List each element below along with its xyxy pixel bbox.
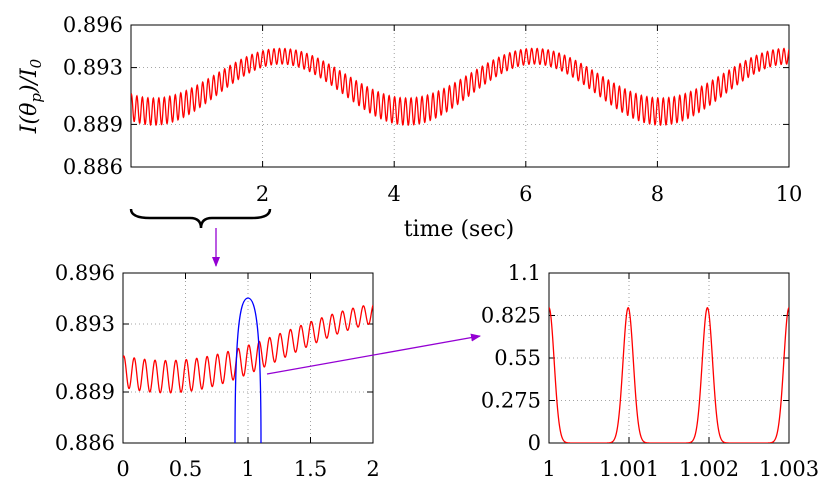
- x-tick-label: 6: [519, 182, 532, 206]
- y-tick-label: 0.886: [55, 431, 115, 455]
- x-tick-label: 0: [116, 457, 129, 481]
- bottom-right-panel: 1 1.001 1.002 1.003 0 0.275 0.55 0.825 1.1: [481, 261, 819, 481]
- x-tick-label: 1: [542, 457, 555, 481]
- x-tick-label: 1.001: [599, 457, 659, 481]
- y-tick-label: 0: [528, 431, 541, 455]
- y-tick-label: 0.889: [55, 380, 115, 404]
- x-tick-label: 4: [388, 182, 401, 206]
- highlight-ellipse: [234, 297, 262, 444]
- y-axis-label: I(θp)/I0: [17, 58, 45, 134]
- y-tick-label: 0.886: [63, 155, 123, 179]
- y-tick-label: 0.275: [481, 389, 541, 413]
- x-tick-label: 1: [241, 457, 254, 481]
- zoom-arrow-right: [266, 333, 481, 375]
- x-tick-label: 0.5: [169, 457, 202, 481]
- zoom-brace: [129, 208, 272, 229]
- bottom-left-panel: 0 0.5 1 1.5 2 0.886 0.889 0.893 0.896: [55, 261, 380, 481]
- x-tick-label: 10: [776, 182, 803, 206]
- x-tick-label: 2: [256, 182, 269, 206]
- top-panel: 2 4 6 8 10 0.886 0.889 0.893 0.896: [63, 13, 802, 206]
- x-tick-label: 1.002: [679, 457, 739, 481]
- y-tick-label: 0.896: [63, 13, 123, 37]
- plot-frame: [130, 24, 790, 168]
- x-tick-label: 1.003: [759, 457, 819, 481]
- y-tick-label: 0.896: [55, 261, 115, 285]
- y-tick-label: 0.893: [55, 312, 115, 336]
- x-axis-label: time (sec): [404, 217, 515, 242]
- y-tick-label: 0.55: [494, 346, 541, 370]
- y-tick-label: 0.889: [63, 112, 123, 136]
- y-tick-label: 1.1: [508, 261, 541, 285]
- x-tick-label: 1.5: [294, 457, 327, 481]
- y-tick-label: 0.893: [63, 56, 123, 80]
- x-tick-label: 8: [651, 182, 664, 206]
- series-line: [131, 47, 789, 126]
- series-line: [549, 307, 789, 443]
- series-line: [123, 304, 373, 394]
- y-tick-label: 0.825: [481, 304, 541, 328]
- x-tick-label: 2: [366, 457, 379, 481]
